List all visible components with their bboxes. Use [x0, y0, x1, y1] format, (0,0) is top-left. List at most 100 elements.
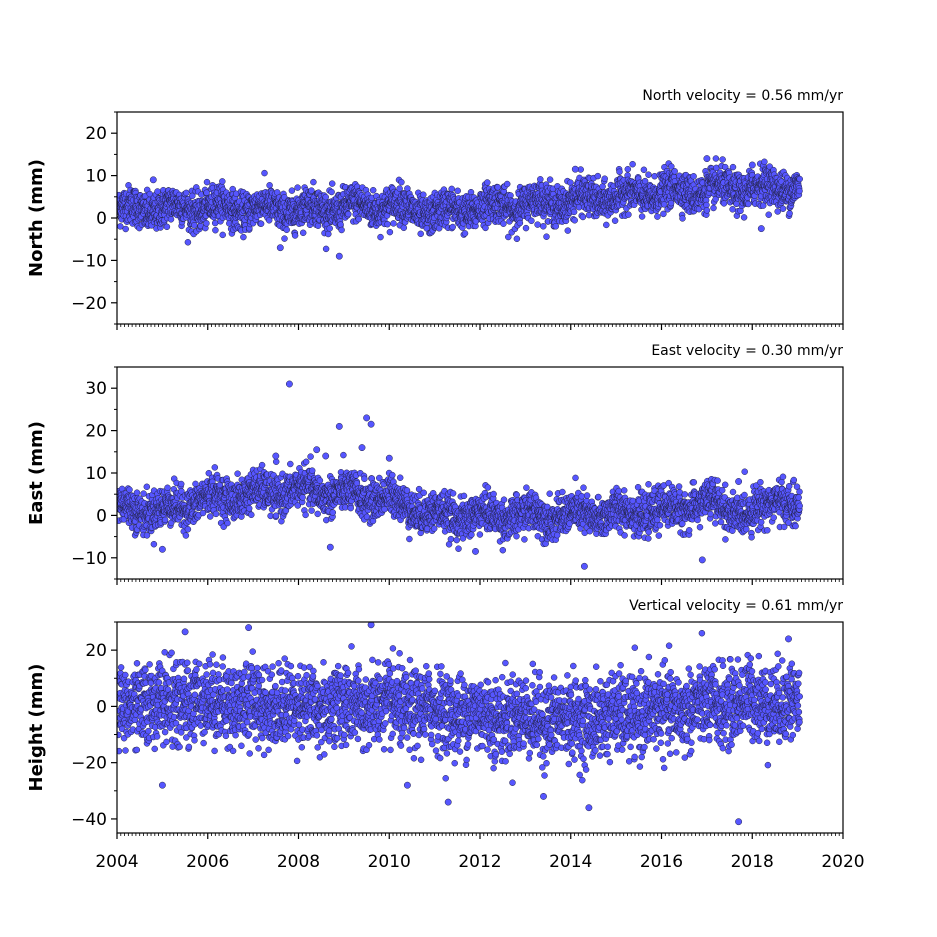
north-point — [796, 187, 803, 195]
east-point — [329, 509, 337, 516]
east-point — [206, 513, 214, 520]
north-point — [386, 228, 394, 236]
north-point — [660, 210, 667, 218]
north-point — [712, 155, 720, 162]
north-point — [679, 215, 686, 222]
north-outlier-point — [703, 155, 711, 163]
north-point — [299, 229, 307, 237]
north-point — [571, 217, 578, 224]
north-point — [729, 163, 737, 171]
north-point — [528, 217, 535, 225]
north-point — [786, 210, 793, 217]
north-point — [546, 176, 554, 183]
east-point — [224, 519, 231, 527]
north-point — [384, 220, 391, 228]
east-point — [381, 505, 388, 513]
north-point — [420, 191, 427, 198]
north-point — [599, 183, 606, 190]
north-point — [603, 221, 610, 229]
north-point — [322, 245, 330, 253]
north-point — [552, 223, 560, 230]
north-point — [484, 179, 491, 186]
north-point — [203, 220, 210, 227]
north-point — [611, 217, 619, 224]
north-point — [513, 235, 521, 243]
east-points — [117, 380, 803, 570]
north-point — [454, 187, 461, 195]
north-point — [117, 223, 124, 230]
north-point — [467, 188, 475, 196]
north-point — [740, 214, 748, 221]
east-point — [347, 504, 354, 512]
east-point — [177, 480, 185, 488]
north-point — [671, 168, 678, 175]
north-point — [594, 172, 602, 180]
north-point — [398, 178, 405, 186]
north-point — [390, 220, 397, 227]
north-outlier-point — [276, 244, 284, 252]
north-point — [522, 224, 530, 232]
north-ytick-label: 0 — [96, 209, 107, 229]
north-point — [629, 160, 636, 168]
north-point — [645, 171, 652, 178]
north-point — [500, 220, 507, 227]
north-point — [203, 178, 211, 186]
north-point — [745, 200, 752, 208]
north-point — [503, 180, 511, 188]
north-point — [710, 204, 717, 212]
north-point — [288, 187, 296, 194]
north-point — [167, 216, 175, 223]
north-point — [690, 173, 697, 180]
north-point — [163, 223, 171, 231]
north-point — [328, 188, 335, 196]
north-point — [537, 176, 544, 183]
east-point — [272, 458, 280, 465]
north-point — [281, 235, 288, 242]
north-point — [417, 230, 424, 238]
north-point — [184, 239, 192, 246]
north-point — [570, 208, 578, 216]
east-point — [140, 490, 147, 497]
east-point — [287, 460, 294, 468]
north-point — [326, 225, 333, 232]
east-point — [308, 467, 316, 474]
north-point — [325, 230, 332, 238]
north-point — [616, 168, 623, 176]
east-point — [314, 510, 321, 518]
north-point — [567, 179, 574, 186]
east-point — [212, 510, 220, 518]
north-point — [624, 165, 632, 173]
north-point — [703, 201, 710, 209]
north-point — [540, 223, 547, 230]
north-point — [355, 215, 362, 223]
north-point — [219, 178, 226, 185]
east-point — [150, 540, 158, 548]
north-point — [564, 227, 572, 234]
north-outlier-point — [757, 225, 765, 233]
north-ytick-label: −20 — [71, 294, 107, 314]
east-point — [307, 453, 314, 460]
north-point — [154, 188, 161, 195]
east-point — [161, 516, 169, 524]
north-point — [585, 211, 593, 219]
east-point — [272, 512, 280, 519]
north-point — [240, 233, 247, 241]
north-point — [322, 193, 329, 201]
east-point — [164, 484, 171, 492]
north-point — [266, 182, 273, 189]
north-outlier-point — [748, 161, 756, 169]
north-point — [308, 187, 315, 194]
north-point — [516, 219, 524, 227]
north-ytick-label: −10 — [71, 251, 107, 271]
north-point — [601, 175, 608, 182]
north-point — [310, 178, 317, 186]
east-point — [299, 494, 306, 501]
north-point — [189, 192, 196, 200]
north-point — [543, 233, 550, 240]
north-point — [345, 210, 352, 218]
north-points — [117, 155, 803, 260]
east-point — [302, 511, 309, 519]
east-point — [133, 489, 141, 496]
